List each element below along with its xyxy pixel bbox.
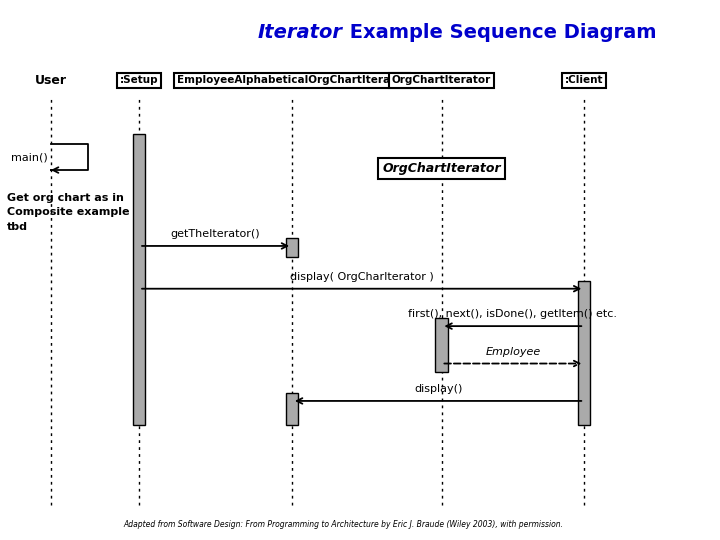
Text: EmployeeAlphabeticalOrgChartIterator: EmployeeAlphabeticalOrgChartIterator: [177, 75, 408, 85]
Text: display( OrgCharIterator ): display( OrgCharIterator ): [290, 272, 433, 282]
Text: main(): main(): [11, 152, 48, 162]
Bar: [286, 238, 298, 256]
Text: :Client: :Client: [565, 75, 603, 85]
Bar: [286, 393, 298, 425]
Text: Get org chart as in
Composite example
tbd: Get org chart as in Composite example tb…: [6, 192, 129, 232]
Text: Employee: Employee: [485, 347, 541, 356]
Bar: [578, 281, 590, 425]
Text: Adapted from Software Design: From Programming to Architecture by Eric J. Braude: Adapted from Software Design: From Progr…: [123, 520, 563, 529]
Text: OrgChartIterator: OrgChartIterator: [382, 162, 501, 175]
Text: :Setup: :Setup: [120, 75, 158, 85]
Text: OrgChartIterator: OrgChartIterator: [392, 75, 491, 85]
Text: getTheIterator(): getTheIterator(): [171, 229, 261, 239]
Text: first(), next(), isDone(), getItem() etc.: first(), next(), isDone(), getItem() etc…: [408, 309, 617, 319]
Text: User: User: [35, 74, 67, 87]
Text: Example Sequence Diagram: Example Sequence Diagram: [343, 23, 657, 42]
Text: Iterator: Iterator: [258, 23, 343, 42]
Bar: [436, 318, 448, 372]
Bar: [133, 134, 145, 425]
Text: display(): display(): [414, 384, 462, 394]
